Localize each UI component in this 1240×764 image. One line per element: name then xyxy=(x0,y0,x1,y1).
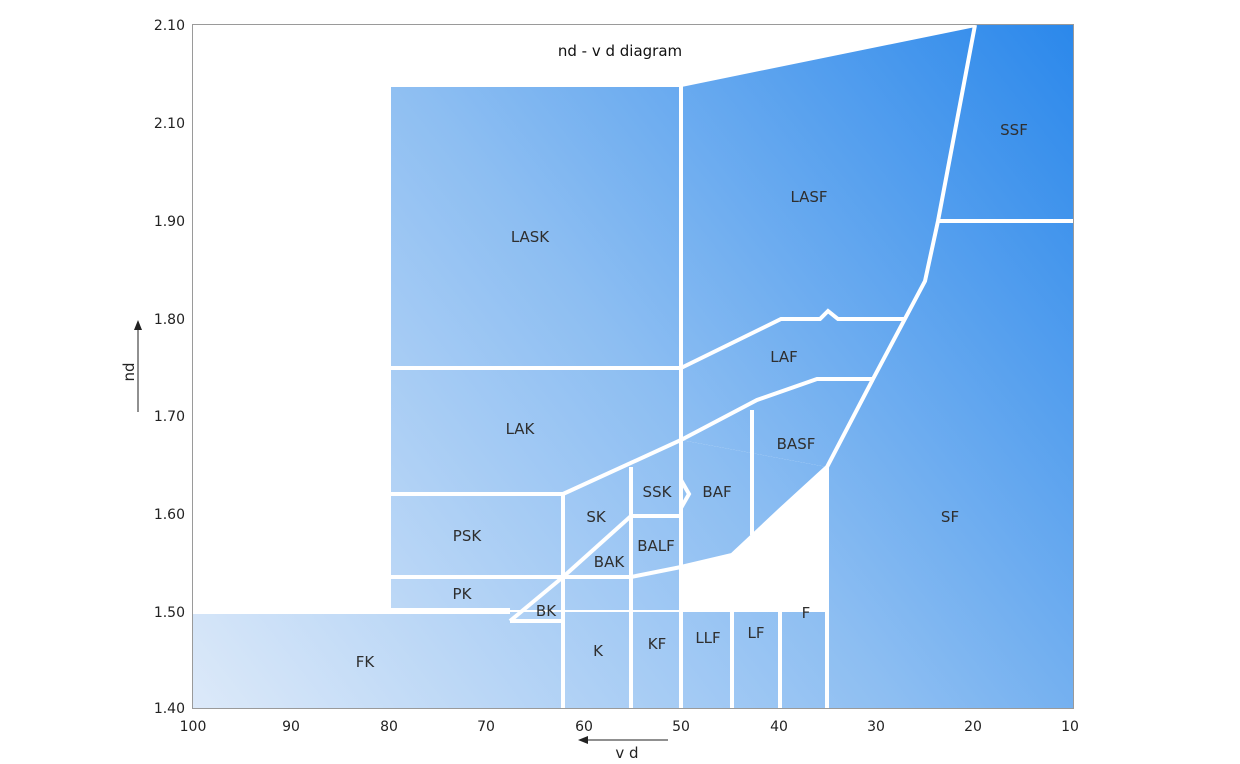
y-tick: 1.40 xyxy=(154,701,185,717)
x-tick: 80 xyxy=(380,719,398,735)
y-tick: 1.60 xyxy=(154,507,185,523)
y-tick: 2.10 xyxy=(154,116,185,132)
x-tick: 70 xyxy=(477,719,495,735)
region-boundaries xyxy=(193,23,1073,708)
region-label-bk: BK xyxy=(536,602,557,620)
region-label-kf: KF xyxy=(648,635,666,653)
x-tick: 10 xyxy=(1061,719,1079,735)
y-tick: 1.50 xyxy=(154,605,185,621)
region-label-psk: PSK xyxy=(453,527,483,545)
region-labels: LASK LASF SSF LAF LAK BASF SSK BAF SK PS… xyxy=(356,121,1028,671)
region-label-balf: BALF xyxy=(637,537,675,555)
region-label-llf: LLF xyxy=(695,629,720,647)
y-tick: 1.80 xyxy=(154,312,185,328)
region-label-ssf: SSF xyxy=(1000,121,1028,139)
x-axis-label: v d xyxy=(615,744,638,762)
region-label-ssk: SSK xyxy=(643,483,673,501)
y-tick: 1.90 xyxy=(154,214,185,230)
region-label-lak: LAK xyxy=(506,420,536,438)
diagram-title: nd - v d diagram xyxy=(558,42,682,60)
region-label-baf: BAF xyxy=(702,483,731,501)
region-label-sf: SF xyxy=(941,508,959,526)
region-label-k: K xyxy=(593,642,604,660)
region-label-basf: BASF xyxy=(777,435,816,453)
y-axis-title: nd xyxy=(120,320,142,412)
x-axis-title: v d xyxy=(578,736,668,762)
x-tick: 100 xyxy=(180,719,207,735)
region-label-lasf: LASF xyxy=(790,188,827,206)
region-label-fk: FK xyxy=(356,653,376,671)
plot-frame xyxy=(192,24,1074,709)
x-tick: 30 xyxy=(867,719,885,735)
y-axis-label: nd xyxy=(120,362,138,381)
region-label-laf: LAF xyxy=(770,348,798,366)
region-label-lf: LF xyxy=(748,624,765,642)
region-label-bak: BAK xyxy=(594,553,626,571)
x-tick: 60 xyxy=(575,719,593,735)
y-axis-arrowhead xyxy=(134,320,142,330)
x-tick: 90 xyxy=(282,719,300,735)
x-tick: 20 xyxy=(964,719,982,735)
region-label-lask: LASK xyxy=(511,228,550,246)
x-axis-arrowhead xyxy=(578,736,588,744)
x-ticks: 100 90 80 70 60 50 40 30 20 10 xyxy=(180,719,1079,735)
x-tick: 50 xyxy=(672,719,690,735)
region-label-pk: PK xyxy=(453,585,473,603)
y-ticks: 2.10 2.10 1.90 1.80 1.70 1.60 1.50 1.40 xyxy=(154,18,185,717)
region-label-sk: SK xyxy=(586,508,607,526)
region-label-f: F xyxy=(802,604,811,622)
x-tick: 40 xyxy=(770,719,788,735)
glass-fill xyxy=(193,25,1073,708)
y-tick: 1.70 xyxy=(154,409,185,425)
y-tick: 2.10 xyxy=(154,18,185,34)
